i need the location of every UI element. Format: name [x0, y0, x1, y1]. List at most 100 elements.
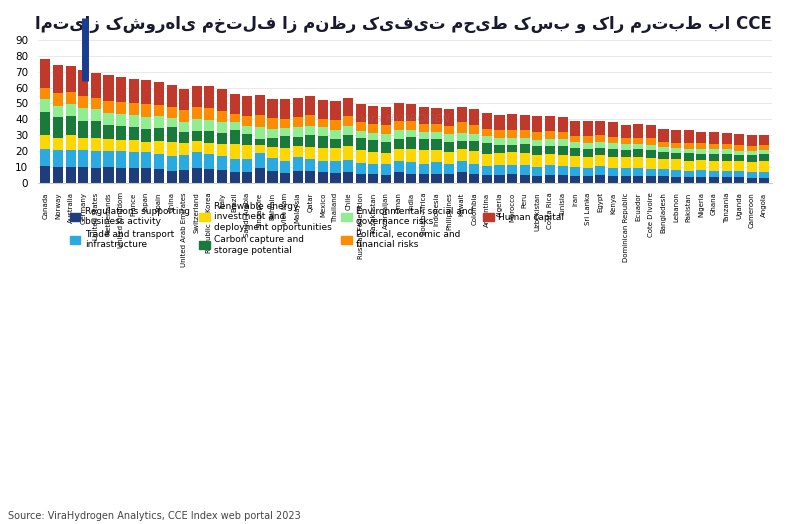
Bar — [78, 108, 88, 121]
Bar — [205, 169, 214, 183]
Bar — [570, 148, 580, 156]
Legend: Regulations supporting
business activity, Trade and transport
infrastructure, Re: Regulations supporting business activity… — [66, 198, 567, 258]
Bar — [230, 130, 240, 144]
Bar — [519, 175, 530, 183]
Bar — [217, 122, 227, 133]
Bar — [368, 140, 379, 152]
Bar — [356, 104, 366, 123]
Bar — [318, 148, 328, 160]
Bar — [659, 152, 669, 159]
Bar — [318, 172, 328, 183]
Bar — [91, 168, 101, 183]
Bar — [305, 159, 316, 171]
Bar — [759, 178, 770, 183]
Bar — [519, 154, 530, 165]
Bar — [419, 124, 429, 132]
Bar — [368, 163, 379, 174]
Bar — [280, 173, 290, 183]
Bar — [280, 100, 290, 118]
Bar — [142, 104, 151, 117]
Bar — [40, 59, 50, 88]
Bar — [305, 171, 316, 183]
Bar — [747, 151, 757, 155]
Bar — [179, 143, 189, 155]
Bar — [331, 139, 341, 148]
Bar — [608, 143, 618, 149]
Bar — [230, 122, 240, 130]
Bar — [103, 167, 113, 183]
Bar — [368, 174, 379, 183]
Bar — [167, 85, 176, 107]
Bar — [621, 138, 630, 145]
Bar — [280, 148, 290, 161]
Bar — [456, 160, 467, 172]
Bar — [65, 167, 76, 183]
Bar — [608, 157, 618, 168]
Bar — [65, 66, 76, 92]
Bar — [406, 130, 416, 137]
Bar — [646, 138, 656, 145]
Bar — [116, 140, 126, 151]
Bar — [205, 131, 214, 143]
Bar — [596, 136, 605, 142]
Bar — [192, 106, 201, 118]
Bar — [596, 175, 605, 183]
Bar — [583, 136, 593, 143]
Bar — [507, 145, 517, 152]
Bar — [154, 116, 164, 128]
Bar — [532, 146, 542, 155]
Bar — [431, 139, 442, 150]
Bar — [419, 163, 429, 174]
Bar — [142, 169, 151, 183]
Bar — [65, 104, 76, 116]
Bar — [494, 130, 504, 138]
Bar — [128, 127, 139, 140]
Bar — [305, 126, 316, 135]
Bar — [671, 148, 682, 153]
Bar — [608, 168, 618, 176]
Bar — [230, 114, 240, 122]
Bar — [179, 155, 189, 170]
Bar — [230, 172, 240, 183]
Bar — [621, 157, 630, 168]
Bar — [78, 167, 88, 183]
Bar — [545, 116, 555, 131]
Bar — [381, 163, 391, 174]
Bar — [634, 124, 643, 138]
Bar — [431, 162, 442, 173]
Bar — [444, 163, 454, 174]
Bar — [709, 177, 719, 183]
Bar — [154, 154, 164, 169]
Bar — [545, 131, 555, 139]
Bar — [318, 160, 328, 172]
Bar — [192, 141, 201, 152]
Bar — [444, 134, 454, 141]
Bar — [142, 152, 151, 169]
Bar — [532, 116, 542, 132]
Bar — [242, 116, 253, 126]
Bar — [519, 144, 530, 154]
Bar — [305, 147, 316, 159]
Bar — [696, 149, 707, 154]
Bar — [557, 155, 567, 167]
Bar — [356, 150, 366, 163]
Bar — [709, 154, 719, 160]
Bar — [709, 132, 719, 144]
Bar — [368, 133, 379, 140]
Bar — [142, 141, 151, 152]
Bar — [128, 168, 139, 183]
Bar — [532, 132, 542, 140]
Bar — [634, 149, 643, 157]
Bar — [494, 175, 504, 183]
Bar — [217, 156, 227, 170]
Bar — [759, 154, 770, 161]
Bar — [507, 174, 517, 183]
Bar — [532, 140, 542, 146]
Bar — [722, 149, 732, 154]
Bar — [469, 134, 479, 141]
Bar — [318, 119, 328, 127]
Bar — [318, 100, 328, 119]
Bar — [103, 139, 113, 150]
Bar — [53, 117, 63, 138]
Bar — [103, 113, 113, 125]
